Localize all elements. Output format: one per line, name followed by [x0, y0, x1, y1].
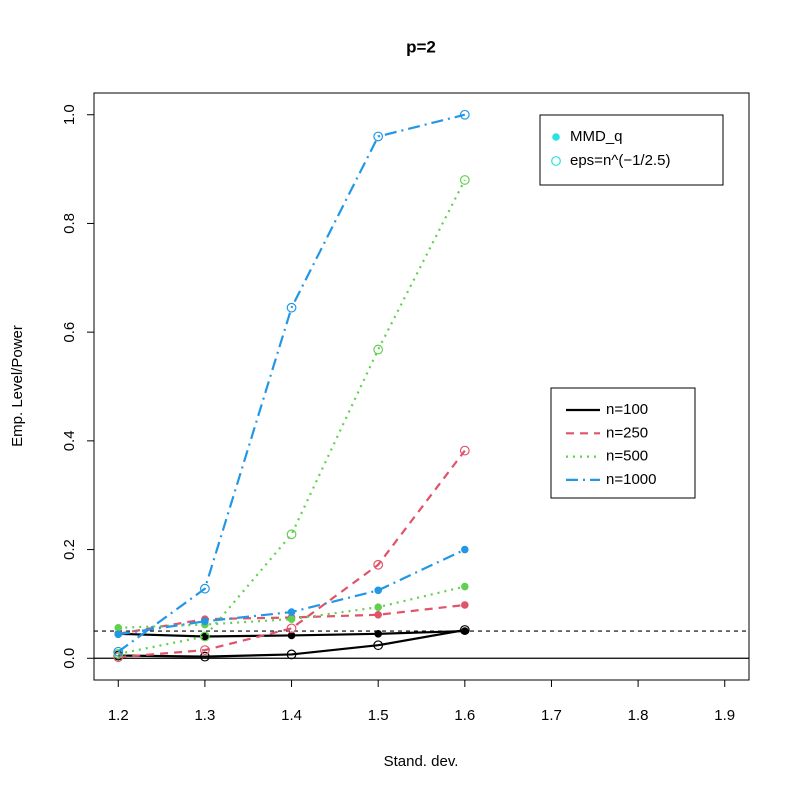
chart-title: p=2	[406, 37, 436, 56]
filled-point	[374, 586, 382, 595]
filled-point	[114, 624, 123, 632]
open-point	[459, 625, 470, 635]
open-point	[373, 559, 384, 570]
x-tick-label: 1.9	[714, 707, 735, 724]
open-point	[373, 640, 384, 651]
filled-point	[461, 582, 469, 591]
y-tick-label: 1.0	[61, 104, 78, 125]
open-point	[459, 175, 470, 185]
x-tick-label: 1.6	[454, 707, 475, 724]
legend-label: n=100	[606, 401, 648, 418]
y-tick-label: 0.2	[61, 539, 78, 560]
open-point	[199, 651, 210, 662]
filled-point	[461, 545, 469, 554]
open-point	[199, 645, 210, 656]
legend-label: MMD_q	[570, 128, 623, 145]
y-tick-label: 0.4	[61, 430, 78, 451]
open-point	[459, 445, 470, 456]
open-point	[199, 631, 210, 642]
legend-marker	[552, 133, 560, 141]
filled-point	[287, 608, 296, 616]
series-line	[118, 179, 466, 655]
legend-label: eps=n^(−1/2.5)	[570, 152, 670, 169]
y-tick-label: 0.0	[61, 648, 78, 669]
legend-label: n=500	[606, 448, 648, 465]
legend-label: n=1000	[606, 471, 656, 488]
y-tick-label: 0.6	[61, 322, 78, 343]
open-point	[113, 646, 124, 657]
x-tick-label: 1.8	[628, 707, 649, 724]
open-point	[373, 344, 384, 355]
legend-box	[539, 114, 724, 186]
x-axis-label: Stand. dev.	[384, 753, 459, 770]
series-line	[118, 449, 466, 659]
open-point	[286, 529, 297, 540]
filled-point	[374, 603, 382, 611]
series-line	[118, 628, 466, 658]
x-tick-label: 1.2	[108, 707, 129, 724]
filled-point	[374, 630, 382, 638]
y-axis-label: Emp. Level/Power	[9, 325, 26, 447]
series-line	[117, 113, 466, 653]
x-tick-label: 1.7	[541, 707, 562, 724]
x-tick-label: 1.5	[368, 707, 389, 724]
legend-label: n=250	[606, 424, 648, 441]
open-point	[286, 623, 297, 634]
open-point	[373, 131, 384, 142]
open-point	[459, 109, 470, 120]
open-point	[286, 649, 297, 660]
filled-point	[201, 617, 209, 626]
plot-frame	[93, 92, 750, 681]
x-tick-label: 1.4	[281, 707, 302, 724]
legend-marker	[551, 156, 561, 166]
filled-point	[114, 630, 123, 639]
filled-point	[287, 615, 296, 623]
open-point	[199, 583, 210, 594]
y-tick-label: 0.8	[61, 213, 78, 234]
x-tick-label: 1.3	[194, 707, 215, 724]
filled-point	[461, 601, 469, 609]
filled-point	[374, 610, 382, 619]
open-point	[286, 302, 297, 313]
